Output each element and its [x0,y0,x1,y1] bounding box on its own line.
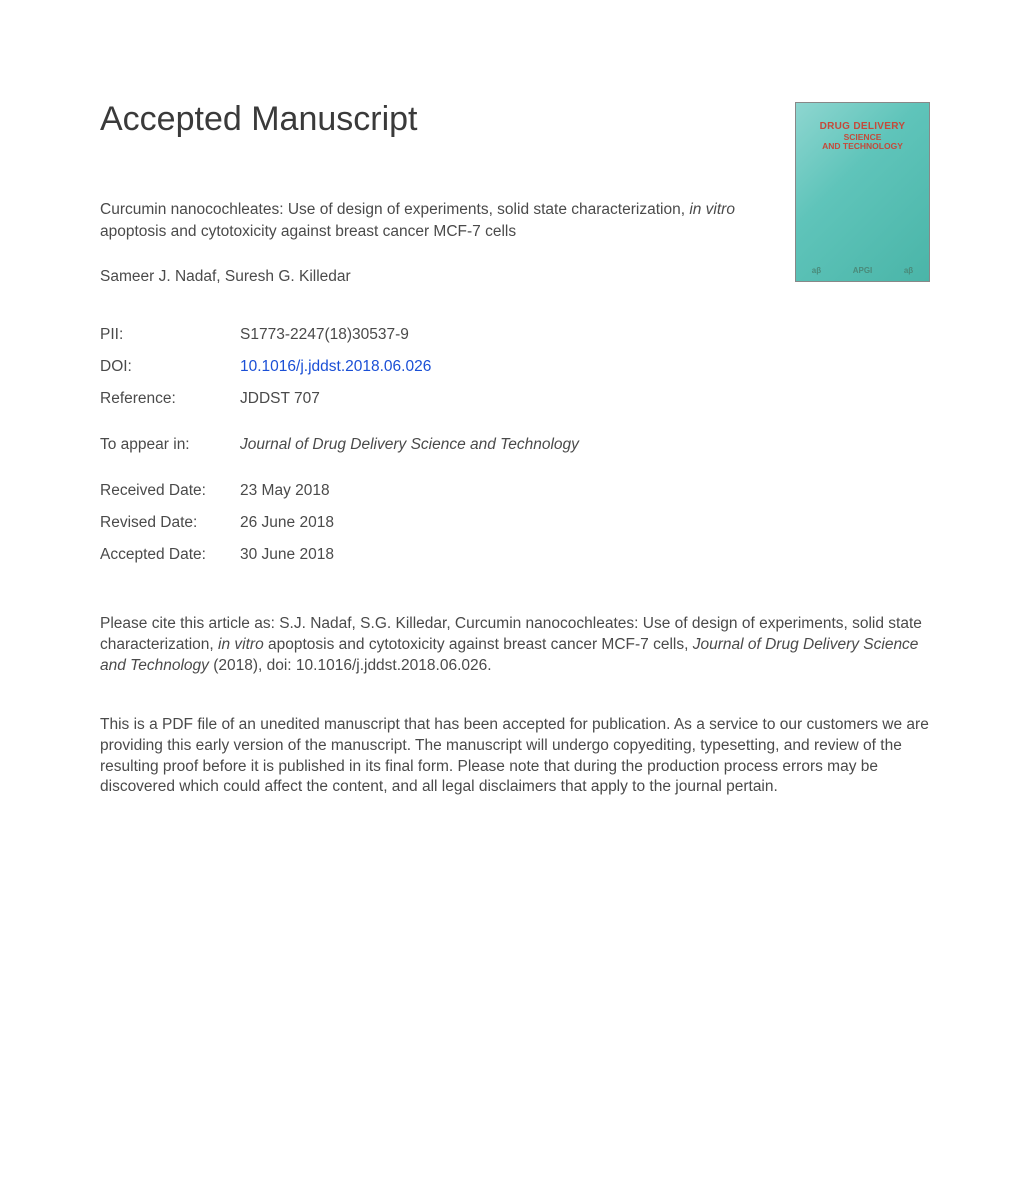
cover-footer-left: aβ [812,266,821,275]
journal-cover-thumbnail: DRUG DELIVERY SCIENCE AND TECHNOLOGY aβ … [795,102,930,282]
disclaimer-paragraph: This is a PDF file of an unedited manusc… [100,715,930,799]
cover-footer-right: aβ [904,266,913,275]
reference-row: Reference: JDDST 707 [100,390,930,408]
pii-row: PII: S1773-2247(18)30537-9 [100,326,930,344]
pii-value: S1773-2247(18)30537-9 [240,326,409,344]
doi-link[interactable]: 10.1016/j.jddst.2018.06.026 [240,358,431,376]
received-label: Received Date: [100,482,240,500]
dates-table: Received Date: 23 May 2018 Revised Date:… [100,482,930,564]
doi-row: DOI: 10.1016/j.jddst.2018.06.026 [100,358,930,376]
cover-footer: aβ APGI aβ [796,266,929,275]
cover-footer-mid: APGI [853,266,873,275]
accepted-label: Accepted Date: [100,546,240,564]
doi-label: DOI: [100,358,240,376]
to-appear-value: Journal of Drug Delivery Science and Tec… [240,436,579,454]
article-title-pre: Curcumin nanocochleates: Use of design o… [100,201,689,218]
journal-cover-title: DRUG DELIVERY SCIENCE AND TECHNOLOGY [820,121,906,152]
citation-paragraph: Please cite this article as: S.J. Nadaf,… [100,614,930,677]
citation-post: (2018), doi: 10.1016/j.jddst.2018.06.026… [209,657,492,674]
cover-line-3: AND TECHNOLOGY [820,142,906,152]
revised-label: Revised Date: [100,514,240,532]
article-title-italic: in vitro [689,201,735,218]
to-appear-row: To appear in: Journal of Drug Delivery S… [100,436,930,454]
citation-italic-1: in vitro [218,636,264,653]
accepted-row: Accepted Date: 30 June 2018 [100,546,930,564]
accepted-value: 30 June 2018 [240,546,334,564]
received-value: 23 May 2018 [240,482,330,500]
article-title: Curcumin nanocochleates: Use of design o… [100,199,800,244]
pii-label: PII: [100,326,240,344]
revised-value: 26 June 2018 [240,514,334,532]
reference-label: Reference: [100,390,240,408]
metadata-table: PII: S1773-2247(18)30537-9 DOI: 10.1016/… [100,326,930,408]
citation-mid: apoptosis and cytotoxicity against breas… [264,636,693,653]
cover-line-1: DRUG DELIVERY [820,121,906,133]
article-title-post: apoptosis and cytotoxicity against breas… [100,223,516,240]
reference-value: JDDST 707 [240,390,320,408]
to-appear-label: To appear in: [100,436,240,454]
received-row: Received Date: 23 May 2018 [100,482,930,500]
revised-row: Revised Date: 26 June 2018 [100,514,930,532]
